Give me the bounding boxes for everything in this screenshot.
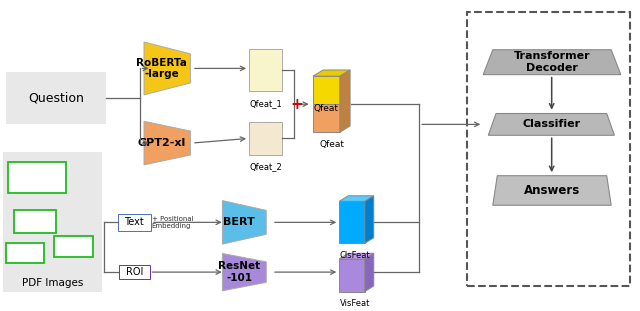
- Polygon shape: [339, 196, 374, 201]
- Polygon shape: [144, 42, 191, 95]
- FancyBboxPatch shape: [313, 104, 340, 132]
- Text: Answers: Answers: [524, 184, 580, 197]
- FancyBboxPatch shape: [339, 201, 365, 243]
- Polygon shape: [313, 70, 350, 76]
- Text: Text: Text: [125, 217, 144, 227]
- Text: Classifier: Classifier: [522, 119, 580, 129]
- Text: Transformer
Decoder: Transformer Decoder: [514, 51, 590, 73]
- FancyBboxPatch shape: [54, 236, 93, 257]
- Text: ClsFeat: ClsFeat: [339, 251, 370, 260]
- Polygon shape: [144, 121, 191, 165]
- Text: +: +: [291, 97, 303, 112]
- FancyBboxPatch shape: [6, 243, 44, 263]
- Text: GPT2-xl: GPT2-xl: [138, 138, 186, 148]
- Text: Qfeat_1: Qfeat_1: [249, 99, 282, 108]
- Text: Qfeat: Qfeat: [319, 140, 344, 149]
- FancyBboxPatch shape: [6, 72, 106, 124]
- FancyBboxPatch shape: [8, 162, 66, 193]
- FancyBboxPatch shape: [249, 122, 282, 155]
- Polygon shape: [223, 253, 266, 291]
- Polygon shape: [339, 253, 374, 259]
- Text: RoBERTa
-large: RoBERTa -large: [136, 58, 187, 79]
- Text: ROI: ROI: [125, 267, 143, 277]
- Text: Qfeat: Qfeat: [314, 104, 339, 113]
- Text: Qfeat_2: Qfeat_2: [249, 162, 282, 171]
- Polygon shape: [493, 176, 611, 205]
- Text: Question: Question: [28, 91, 84, 104]
- FancyBboxPatch shape: [339, 259, 365, 291]
- Polygon shape: [223, 201, 266, 244]
- Text: PDF Images: PDF Images: [22, 278, 83, 288]
- FancyBboxPatch shape: [313, 76, 340, 104]
- FancyBboxPatch shape: [14, 210, 56, 233]
- Polygon shape: [365, 253, 374, 291]
- Text: VisFeat: VisFeat: [339, 299, 370, 308]
- Text: BERT: BERT: [223, 217, 255, 227]
- Polygon shape: [365, 196, 374, 243]
- Polygon shape: [488, 114, 614, 135]
- Text: + Positional
Embedding: + Positional Embedding: [152, 216, 193, 229]
- Polygon shape: [483, 50, 621, 75]
- FancyBboxPatch shape: [119, 265, 150, 279]
- FancyBboxPatch shape: [3, 152, 102, 292]
- FancyBboxPatch shape: [249, 49, 282, 91]
- Polygon shape: [340, 70, 350, 132]
- Text: ResNet
-101: ResNet -101: [218, 261, 260, 283]
- FancyBboxPatch shape: [118, 214, 151, 231]
